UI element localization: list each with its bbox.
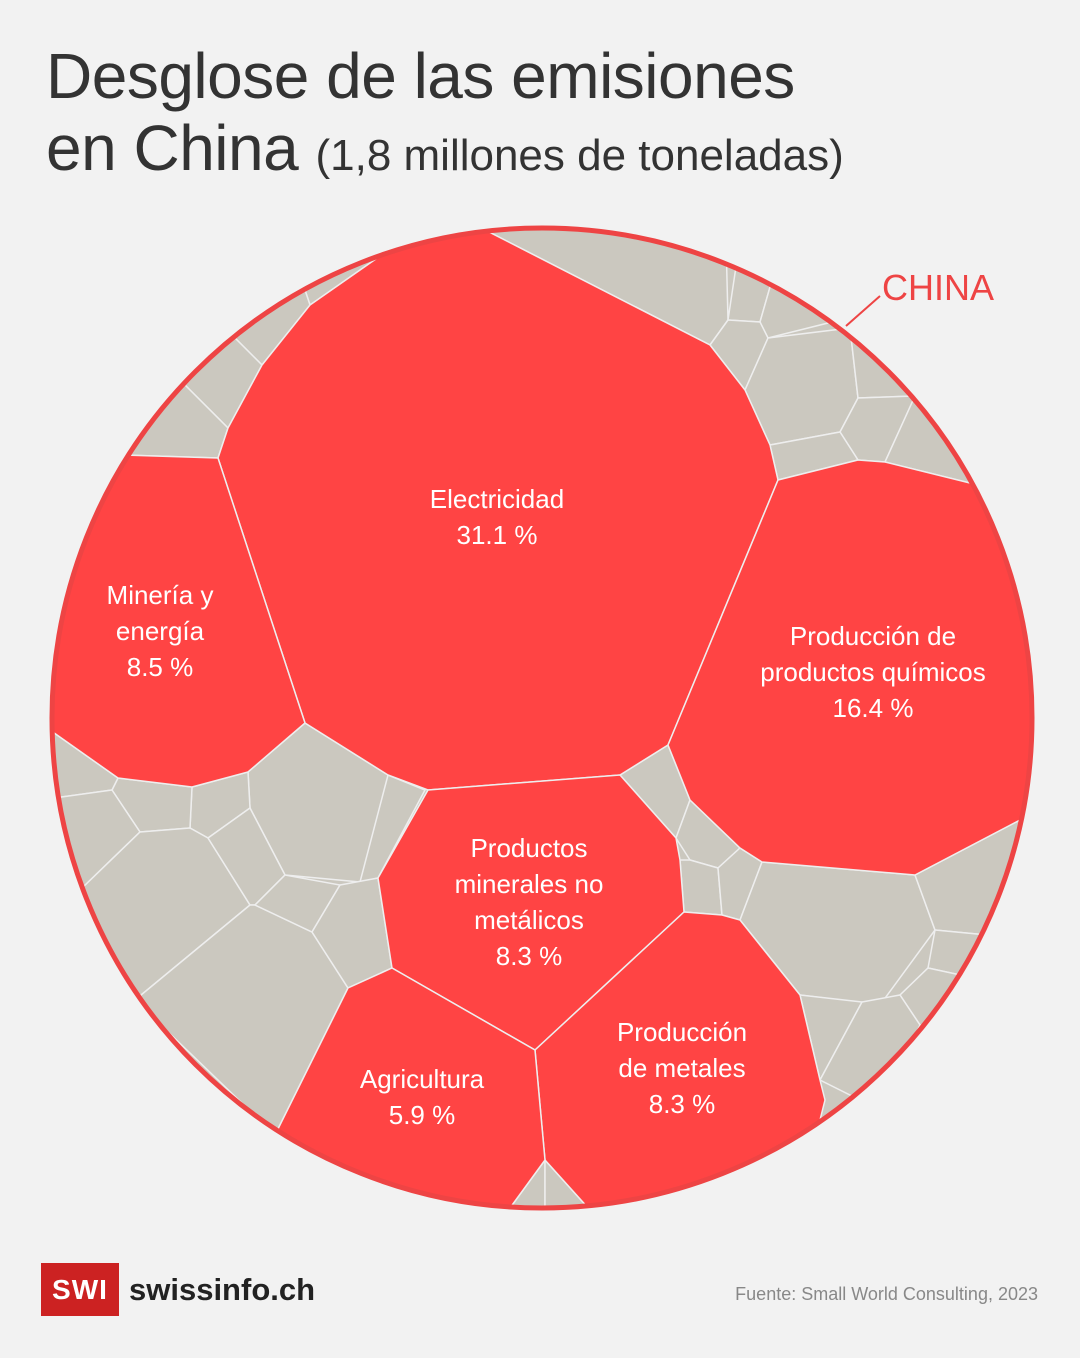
- swissinfo-logo[interactable]: SWI swissinfo.ch: [41, 1263, 315, 1316]
- title-line-1: Desglose de las emisiones: [46, 40, 795, 112]
- value-label-productos-minerales-no-metalicos: 8.3 %: [496, 941, 563, 971]
- category-label-produccion-de-productos-quimicos: Producción de: [790, 621, 956, 651]
- category-label-productos-minerales-no-metalicos: Productos: [470, 833, 587, 863]
- title-line-2-text: en China: [46, 112, 299, 184]
- category-label-produccion-de-productos-quimicos: productos químicos: [760, 657, 985, 687]
- value-label-agricultura: 5.9 %: [389, 1100, 456, 1130]
- value-label-electricidad: 31.1 %: [457, 520, 538, 550]
- chart-subtitle: (1,8 millones de toneladas): [315, 131, 844, 180]
- value-label-mineria-y-energia: 8.5 %: [127, 652, 194, 682]
- category-label-produccion-de-metales: Producción: [617, 1017, 747, 1047]
- category-label-mineria-y-energia: Minería y: [107, 580, 214, 610]
- category-label-produccion-de-metales: de metales: [618, 1053, 745, 1083]
- title-line-2: en China (1,8 millones de toneladas): [46, 112, 844, 192]
- cell-mineria: [52, 454, 306, 788]
- chart-circle-border: [49, 225, 1035, 1211]
- category-label-electricidad: Electricidad: [430, 484, 564, 514]
- chart-title: Desglose de las emisiones en China (1,8 …: [46, 40, 844, 192]
- category-label-productos-minerales-no-metalicos: minerales no: [455, 869, 604, 899]
- swi-badge: SWI: [41, 1263, 119, 1316]
- value-label-produccion-de-metales: 8.3 %: [649, 1089, 716, 1119]
- category-label-mineria-y-energia: energía: [116, 616, 205, 646]
- region-label-leader: [845, 295, 881, 327]
- logo-wordmark: swissinfo.ch: [129, 1271, 316, 1307]
- highlight-cells: [52, 228, 1032, 1208]
- minor-cell: [679, 859, 723, 916]
- category-label-agricultura: Agricultura: [360, 1064, 485, 1094]
- source-note: Fuente: Small World Consulting, 2023: [735, 1284, 1038, 1304]
- value-label-produccion-de-productos-quimicos: 16.4 %: [833, 693, 914, 723]
- segment-labels: Electricidad 31.1 % Producción de productos…: [107, 484, 986, 1130]
- region-label: CHINA: [882, 267, 994, 308]
- category-label-productos-minerales-no-metalicos: metálicos: [474, 905, 584, 935]
